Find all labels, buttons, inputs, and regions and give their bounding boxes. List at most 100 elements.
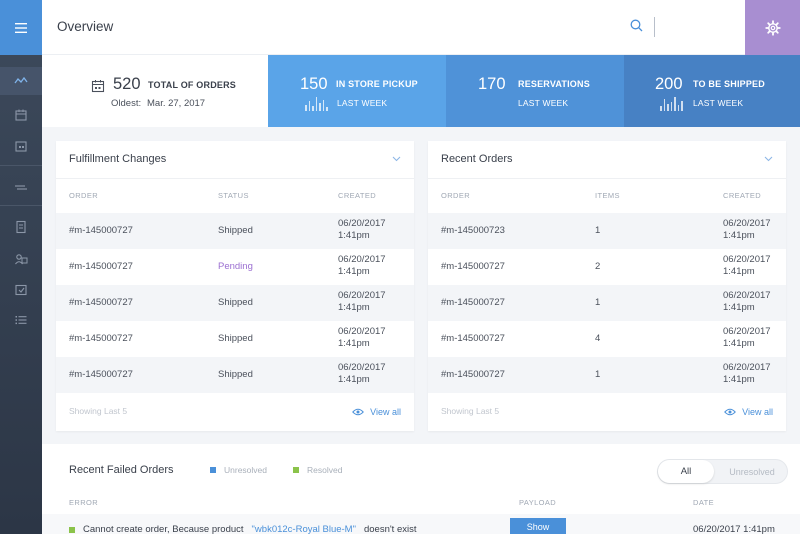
failed-order-row[interactable]: Cannot create order, Because product "wb… — [42, 514, 800, 534]
sidebar-item-users[interactable] — [0, 245, 42, 273]
sidebar-item-documents[interactable] — [0, 213, 42, 241]
filter-all-button[interactable]: All — [658, 460, 714, 483]
column-header-status: STATUS — [218, 191, 249, 200]
eye-icon — [352, 408, 365, 416]
failed-date: 06/20/2017 1:41pm — [693, 524, 775, 534]
transfer-icon — [15, 185, 27, 190]
stat-period: LAST WEEK — [693, 98, 744, 108]
settings-button[interactable] — [745, 0, 800, 55]
table-row[interactable]: #m-145000727 1 06/20/2017 1:41pm — [428, 285, 786, 321]
created-date: 06/20/2017 1:41pm — [723, 254, 771, 277]
order-status: Shipped — [218, 225, 253, 236]
order-id: #m-145000727 — [441, 261, 505, 272]
chevron-down-icon[interactable] — [392, 154, 401, 163]
column-header-created: CREATED — [338, 191, 377, 200]
table-row[interactable]: #m-145000727 Shipped 06/20/2017 1:41pm — [56, 357, 414, 393]
table-row[interactable]: #m-145000723 1 06/20/2017 1:41pm — [428, 213, 786, 249]
column-header-items: ITEMS — [595, 191, 620, 200]
sidebar-item-activity[interactable] — [0, 67, 42, 95]
stat-period: LAST WEEK — [518, 98, 569, 108]
sparkline-icon — [305, 97, 328, 111]
column-header-created: CREATED — [723, 191, 762, 200]
status-indicator — [69, 526, 75, 533]
stat-reservations[interactable]: 170 RESERVATIONS LAST WEEK — [446, 55, 624, 127]
sidebar-item-schedule[interactable] — [0, 132, 42, 160]
legend-resolved: Resolved — [293, 465, 342, 475]
order-id: #m-145000727 — [69, 333, 133, 344]
column-header-order: ORDER — [69, 191, 99, 200]
sidebar-item-list[interactable] — [0, 306, 42, 334]
created-date: 06/20/2017 1:41pm — [723, 290, 771, 313]
created-date: 06/20/2017 1:41pm — [338, 326, 386, 349]
item-count: 1 — [595, 297, 601, 308]
fulfillment-changes-card: Fulfillment Changes ORDER STATUS CREATED… — [56, 141, 414, 431]
item-count: 1 — [595, 225, 601, 236]
order-id: #m-145000727 — [441, 369, 505, 380]
created-date: 06/20/2017 1:41pm — [723, 362, 771, 385]
sidebar — [0, 0, 42, 534]
item-count: 2 — [595, 261, 601, 272]
total-orders-label: TOTAL OF ORDERS — [148, 80, 237, 90]
order-id: #m-145000727 — [441, 333, 505, 344]
search-input[interactable] — [654, 17, 739, 37]
table-row[interactable]: #m-145000727 Shipped 06/20/2017 1:41pm — [56, 321, 414, 357]
oldest-date: Mar. 27, 2017 — [147, 98, 206, 109]
order-status: Shipped — [218, 333, 253, 344]
order-status: Pending — [218, 261, 253, 272]
created-date: 06/20/2017 1:41pm — [338, 290, 386, 313]
item-count: 1 — [595, 369, 601, 380]
stat-to-be-shipped[interactable]: 200 TO BE SHIPPED LAST WEEK — [624, 55, 800, 127]
document-icon — [16, 220, 26, 234]
order-id: #m-145000727 — [441, 297, 505, 308]
created-date: 06/20/2017 1:41pm — [338, 218, 386, 241]
column-header-payload: PAYLOAD — [519, 498, 557, 507]
column-header-error: ERROR — [69, 498, 99, 507]
view-all-link[interactable]: View all — [724, 407, 773, 417]
view-all-link[interactable]: View all — [352, 407, 401, 417]
error-message: Cannot create order, Because product "wb… — [69, 524, 416, 534]
chevron-down-icon[interactable] — [764, 154, 773, 163]
table-row[interactable]: #m-145000727 Shipped 06/20/2017 1:41pm — [56, 213, 414, 249]
menu-button[interactable] — [0, 0, 42, 55]
menu-icon — [15, 22, 27, 33]
sidebar-item-calendar[interactable] — [0, 101, 42, 129]
table-row[interactable]: #m-145000727 Shipped 06/20/2017 1:41pm — [56, 285, 414, 321]
eye-icon — [724, 408, 737, 416]
sidebar-item-checklist[interactable] — [0, 276, 42, 304]
table-row[interactable]: #m-145000727 Pending 06/20/2017 1:41pm — [56, 249, 414, 285]
card-title: Recent Orders — [441, 153, 513, 165]
product-link[interactable]: "wbk012c-Royal Blue-M" — [251, 524, 356, 534]
stat-value: 150 — [300, 75, 328, 93]
table-row[interactable]: #m-145000727 2 06/20/2017 1:41pm — [428, 249, 786, 285]
users-icon — [15, 254, 28, 265]
created-date: 06/20/2017 1:41pm — [723, 218, 771, 241]
show-payload-button[interactable]: Show — [510, 518, 566, 534]
showing-count: Showing Last 5 — [441, 406, 500, 416]
order-id: #m-145000727 — [69, 261, 133, 272]
filter-unresolved-button[interactable]: Unresolved — [729, 466, 775, 477]
table-row[interactable]: #m-145000727 4 06/20/2017 1:41pm — [428, 321, 786, 357]
created-date: 06/20/2017 1:41pm — [338, 362, 386, 385]
sidebar-item-transfers[interactable] — [0, 173, 42, 201]
stat-label: IN STORE PICKUP — [336, 79, 418, 89]
order-status: Shipped — [218, 369, 253, 380]
table-row[interactable]: #m-145000727 1 06/20/2017 1:41pm — [428, 357, 786, 393]
checklist-icon — [15, 284, 27, 296]
order-id: #m-145000727 — [69, 297, 133, 308]
showing-count: Showing Last 5 — [69, 406, 128, 416]
page-title: Overview — [57, 19, 114, 34]
column-header-order: ORDER — [441, 191, 471, 200]
created-date: 06/20/2017 1:41pm — [338, 254, 386, 277]
order-status: Shipped — [218, 297, 253, 308]
recent-orders-card: Recent Orders ORDER ITEMS CREATED #m-145… — [428, 141, 786, 431]
sparkline-icon — [660, 97, 683, 111]
order-id: #m-145000727 — [69, 225, 133, 236]
top-bar: Overview — [42, 0, 800, 55]
total-orders-stat: 520 TOTAL OF ORDERS Oldest: Mar. 27, 201… — [42, 55, 268, 127]
order-id: #m-145000727 — [69, 369, 133, 380]
search-icon[interactable] — [630, 19, 643, 32]
card-title: Fulfillment Changes — [69, 153, 167, 165]
stat-in-store-pickup[interactable]: 150 IN STORE PICKUP LAST WEEK — [268, 55, 446, 127]
legend-unresolved: Unresolved — [210, 465, 267, 475]
oldest-label: Oldest: — [111, 98, 142, 109]
